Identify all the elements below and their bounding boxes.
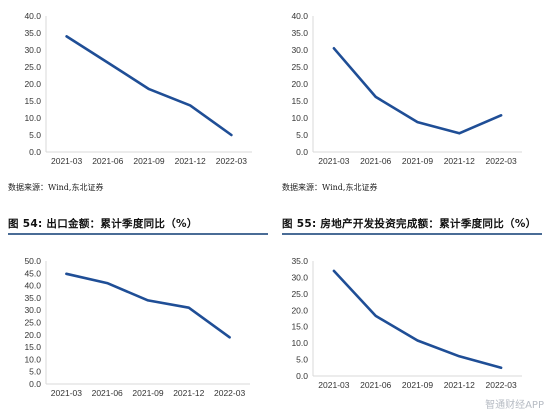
watermark: 智通财经APP: [485, 400, 544, 411]
chart-bottom-left: 0.0 5.0 10.0 15.0 20.0 25.0 30.0 35.0 40.0 45.0 50…: [0, 250, 260, 413]
x-tick-label: 2022-03: [214, 388, 245, 398]
y-tick-label: 10.0: [291, 113, 308, 123]
x-tick-label: 2021-12: [444, 156, 475, 166]
chart-top-right: 0.0 5.0 10.0 15.0 20.0 25.0 30.0 35.0 40.0 2021-0…: [275, 0, 535, 172]
y-tick-label: 30.0: [291, 272, 308, 282]
series-line: [332, 46, 503, 135]
y-tick-label: 10.0: [24, 354, 41, 364]
y-tick-label: 20.0: [291, 79, 308, 89]
y-tick-label: 30.0: [291, 45, 308, 55]
x-tick-label: 2021-06: [360, 156, 391, 166]
y-tick-label: 30.0: [24, 45, 41, 55]
x-tick-label: 2021-09: [402, 380, 433, 390]
x-tick-label: 2021-06: [92, 388, 123, 398]
x-tick-label: 2021-09: [132, 388, 163, 398]
y-tick-label: 35.0: [24, 28, 41, 38]
y-tick-label: 35.0: [291, 28, 308, 38]
x-tick-label: 2021-12: [444, 380, 475, 390]
figure-title-rule-left: [8, 233, 268, 235]
chart-svg: 0.0 5.0 10.0 15.0 20.0 25.0 30.0 35.0 2021-03 202…: [291, 256, 522, 390]
chart-svg: 0.0 5.0 10.0 15.0 20.0 25.0 30.0 35.0 40.0 45.0 50…: [24, 256, 250, 398]
y-tick-label: 40.0: [24, 11, 41, 21]
y-tick-label: 50.0: [24, 256, 41, 266]
y-tick-label: 25.0: [291, 62, 308, 72]
y-tick-label: 25.0: [24, 62, 41, 72]
series-line: [65, 35, 233, 137]
x-tick-label: 2021-09: [133, 156, 164, 166]
y-tick-label: 0.0: [296, 147, 308, 157]
y-tick-label: 35.0: [291, 256, 308, 266]
y-tick-label: 20.0: [291, 305, 308, 315]
series-line: [65, 272, 231, 339]
figure-title-rule-right: [282, 233, 542, 235]
source-note-left: 数据来源：Wind,东北证券: [8, 183, 104, 192]
y-tick-label: 15.0: [291, 96, 308, 106]
x-tick-label: 2021-12: [173, 388, 204, 398]
y-tick-label: 30.0: [24, 305, 41, 315]
x-tick-label: 2021-03: [318, 156, 349, 166]
x-tick-label: 2021-03: [51, 388, 82, 398]
y-tick-label: 0.0: [29, 147, 41, 157]
y-tick-label: 40.0: [291, 11, 308, 21]
source-note-right: 数据来源：Wind,东北证券: [282, 183, 378, 192]
y-tick-label: 25.0: [24, 318, 41, 328]
figure-title-54: 图 54: 出口金额：累计季度同比（%）: [8, 218, 198, 230]
y-tick-label: 0.0: [296, 371, 308, 381]
y-tick-label: 0.0: [29, 379, 41, 389]
y-tick-label: 15.0: [24, 342, 41, 352]
y-tick-label: 20.0: [24, 330, 41, 340]
y-tick-label: 5.0: [29, 130, 41, 140]
y-tick-label: 20.0: [24, 79, 41, 89]
x-tick-label: 2021-12: [175, 156, 206, 166]
y-tick-label: 15.0: [24, 96, 41, 106]
x-tick-label: 2021-03: [51, 156, 82, 166]
chart-svg: 0.0 5.0 10.0 15.0 20.0 25.0 30.0 35.0 40.0 2021-0…: [291, 11, 522, 166]
chart-top-left: 0.0 5.0 10.0 15.0 20.0 25.0 30.0 35.0 40.0 2021-0…: [0, 0, 260, 172]
y-tick-label: 25.0: [291, 289, 308, 299]
x-tick-label: 2022-03: [216, 156, 247, 166]
x-tick-label: 2022-03: [485, 156, 516, 166]
x-tick-label: 2022-03: [485, 380, 516, 390]
y-tick-label: 35.0: [24, 293, 41, 303]
y-tick-label: 10.0: [24, 113, 41, 123]
y-tick-label: 15.0: [291, 322, 308, 332]
y-tick-label: 40.0: [24, 281, 41, 291]
x-tick-label: 2021-06: [360, 380, 391, 390]
y-tick-label: 5.0: [29, 367, 41, 377]
x-tick-label: 2021-03: [318, 380, 349, 390]
x-tick-label: 2021-06: [92, 156, 123, 166]
figure-title-55: 图 55: 房地产开发投资完成额：累计季度同比（%）: [282, 218, 537, 230]
y-tick-label: 10.0: [291, 338, 308, 348]
series-line: [332, 269, 503, 370]
chart-bottom-right: 0.0 5.0 10.0 15.0 20.0 25.0 30.0 35.0 2021-03 202…: [275, 250, 535, 413]
x-tick-label: 2021-09: [402, 156, 433, 166]
y-tick-label: 5.0: [296, 130, 308, 140]
chart-svg: 0.0 5.0 10.0 15.0 20.0 25.0 30.0 35.0 40.0 2021-0…: [24, 11, 252, 166]
y-tick-label: 45.0: [24, 268, 41, 278]
y-tick-label: 5.0: [296, 355, 308, 365]
